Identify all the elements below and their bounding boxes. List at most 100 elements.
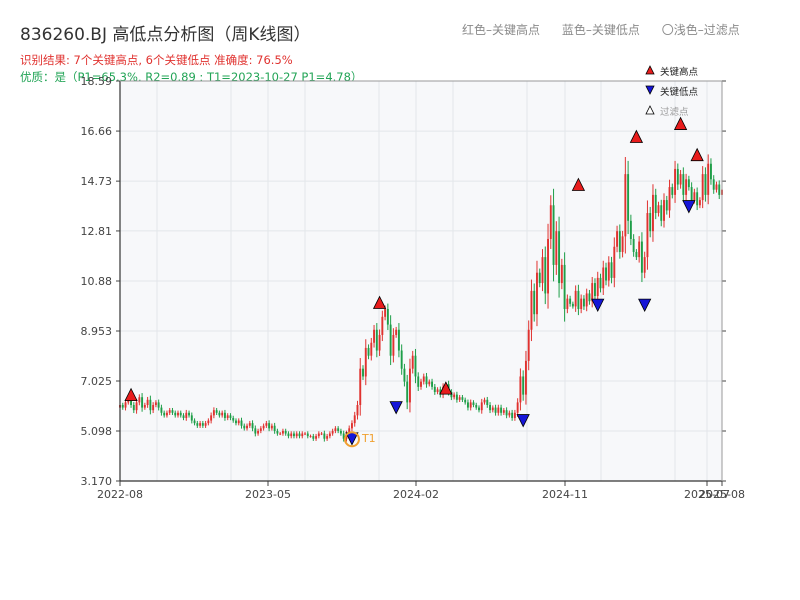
candle-body [287, 433, 290, 437]
point-markers: T1 [124, 116, 704, 448]
legend-low-icon [645, 85, 655, 95]
candle-body [439, 389, 442, 395]
candle-body [566, 298, 569, 310]
candle-body [223, 412, 226, 418]
candle-body [635, 251, 638, 258]
candle-body [339, 430, 342, 434]
candle-body [552, 205, 555, 265]
candle-body [389, 324, 392, 356]
candle-body [511, 412, 514, 418]
y-tick-label: 12.81 [81, 225, 113, 238]
candle-body [643, 257, 646, 273]
candle-body [627, 174, 630, 221]
candle-body [221, 412, 224, 416]
candle-body [304, 433, 306, 435]
candle-body [618, 231, 621, 252]
candle-body [588, 293, 591, 302]
candle-body [709, 163, 712, 180]
y-tick-label: 5.098 [81, 425, 113, 438]
legend-high-icon [645, 65, 655, 75]
candle-body [527, 329, 530, 361]
x-tick-label: 2024-02 [393, 488, 439, 501]
candle-body [281, 430, 284, 434]
candle-body [328, 433, 331, 437]
candle-body [560, 264, 563, 284]
candle-body [431, 381, 434, 387]
marker-legend: 关键高点 关键低点 过滤点 [645, 65, 699, 118]
candle-body [425, 376, 428, 385]
y-tick-label: 7.025 [81, 375, 113, 388]
candle-body [541, 257, 544, 284]
candle-body [179, 412, 182, 416]
legend-high-label: 关键高点 [660, 66, 699, 78]
candle-body [160, 407, 163, 413]
candle-body [605, 267, 607, 281]
candle-body [422, 376, 425, 382]
candle-body [676, 168, 679, 185]
candle-body [519, 376, 522, 403]
candle-body [530, 290, 533, 330]
candle-body [351, 423, 353, 429]
t1-label: T1 [361, 432, 376, 445]
candle-body [458, 397, 461, 400]
candle-body [596, 277, 599, 297]
candle-body [632, 238, 635, 252]
candle-body [701, 174, 704, 201]
key-high-marker [690, 147, 704, 162]
candle-body [146, 399, 149, 405]
candle-body [182, 415, 185, 418]
candle-body [279, 433, 282, 435]
key-low-marker [591, 298, 605, 313]
candle-body [378, 334, 381, 351]
candle-body [124, 402, 127, 408]
candle-body [171, 410, 174, 413]
candle-body [657, 205, 660, 214]
candle-body [690, 187, 693, 201]
candle-body [130, 399, 133, 405]
candle-body [265, 423, 268, 426]
candle-body [649, 213, 652, 232]
candle-body [196, 423, 199, 426]
x-tick-label: 2025-07 [684, 488, 730, 501]
candle-body [652, 194, 654, 232]
candle-body [262, 425, 265, 429]
candle-body [364, 347, 367, 377]
candle-body [574, 290, 577, 307]
candle-body [411, 355, 414, 369]
y-tick-label: 18.59 [81, 75, 113, 88]
candle-body [207, 420, 210, 424]
candle-body [362, 368, 364, 377]
x-tick-label: 2022-08 [97, 488, 143, 501]
key-low-marker [638, 298, 652, 313]
candle-body [478, 407, 480, 411]
legend-blue-text: 蓝色–关键低点 [561, 23, 640, 37]
key-high-marker [629, 129, 644, 143]
candle-body [602, 267, 605, 289]
candle-body [248, 423, 251, 426]
candle-body [469, 402, 472, 408]
candle-body [320, 433, 323, 435]
candle-body [331, 430, 334, 434]
candle-body [453, 394, 456, 398]
candle-body [489, 404, 491, 411]
candle-body [317, 433, 320, 437]
candle-body [226, 415, 229, 418]
candle-body [384, 309, 387, 317]
candle-body [663, 200, 665, 221]
candle-body [508, 412, 511, 416]
candle-body [121, 404, 124, 408]
candle-body [257, 430, 260, 434]
candle-body [682, 174, 685, 195]
candle-body [392, 334, 395, 356]
candle-body [400, 350, 403, 369]
candle-body [613, 246, 616, 278]
candle-body [585, 293, 588, 307]
candle-body [414, 355, 417, 377]
candle-body [168, 410, 171, 413]
candle-body [199, 423, 202, 426]
candle-body [309, 436, 312, 438]
candle-body [668, 187, 671, 211]
candle-body [544, 257, 547, 294]
color-legend: 红色–关键高点 蓝色–关键低点 〇浅色–过滤点 [462, 21, 740, 38]
